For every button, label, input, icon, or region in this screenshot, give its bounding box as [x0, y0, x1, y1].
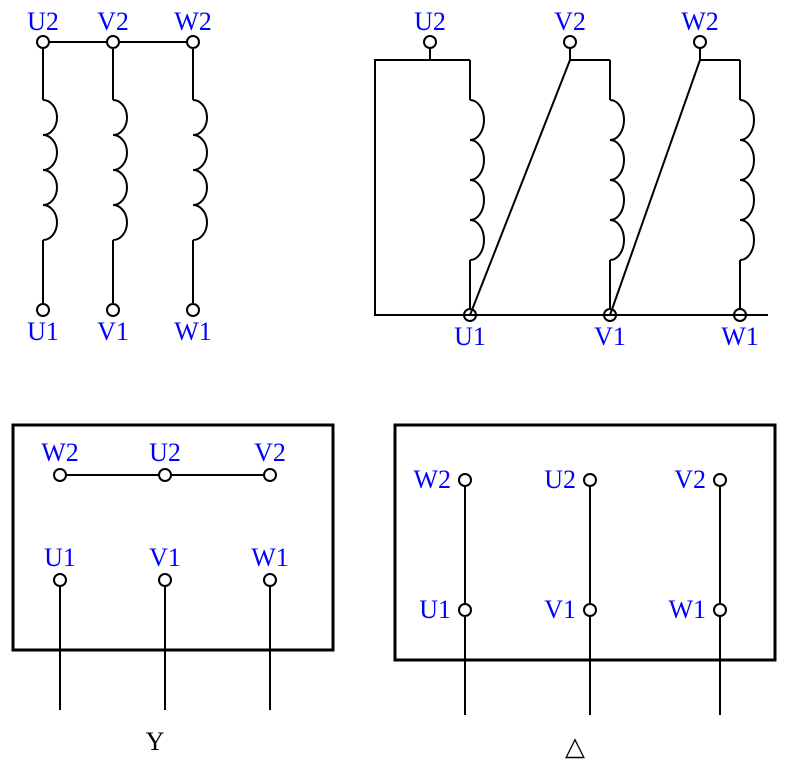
- svg-text:U1: U1: [419, 595, 451, 624]
- svg-text:V1: V1: [594, 322, 626, 351]
- svg-text:W1: W1: [721, 322, 759, 351]
- svg-text:W2: W2: [681, 7, 719, 36]
- svg-text:U1: U1: [27, 317, 59, 346]
- svg-text:W1: W1: [174, 317, 212, 346]
- svg-text:V2: V2: [254, 438, 286, 467]
- svg-text:U2: U2: [27, 7, 59, 36]
- svg-text:V1: V1: [149, 543, 181, 572]
- svg-text:U2: U2: [544, 465, 576, 494]
- svg-text:U1: U1: [454, 322, 486, 351]
- delta-winding-schematic: U2 U1 V2 V1 W2 W1: [375, 7, 768, 351]
- svg-text:W1: W1: [668, 595, 706, 624]
- svg-text:V2: V2: [554, 7, 586, 36]
- star-terminal-box: W2 U2 V2 U1 V1 W1 Y: [13, 425, 333, 756]
- svg-text:V1: V1: [544, 595, 576, 624]
- svg-text:V2: V2: [674, 465, 706, 494]
- svg-text:U2: U2: [414, 7, 446, 36]
- svg-text:W1: W1: [251, 543, 289, 572]
- svg-text:W2: W2: [41, 438, 79, 467]
- svg-text:Y: Y: [146, 727, 165, 756]
- svg-text:W2: W2: [174, 7, 212, 36]
- delta-terminal-box: W2 U1 U2 V1 V2 W1 △: [395, 425, 775, 761]
- svg-text:W2: W2: [413, 465, 451, 494]
- svg-text:U1: U1: [44, 543, 76, 572]
- svg-text:U2: U2: [149, 438, 181, 467]
- star-winding-schematic: U2 U1 V2 V1 W2 W1: [27, 7, 212, 346]
- svg-text:V1: V1: [97, 317, 129, 346]
- svg-text:V2: V2: [97, 7, 129, 36]
- svg-text:△: △: [565, 732, 585, 761]
